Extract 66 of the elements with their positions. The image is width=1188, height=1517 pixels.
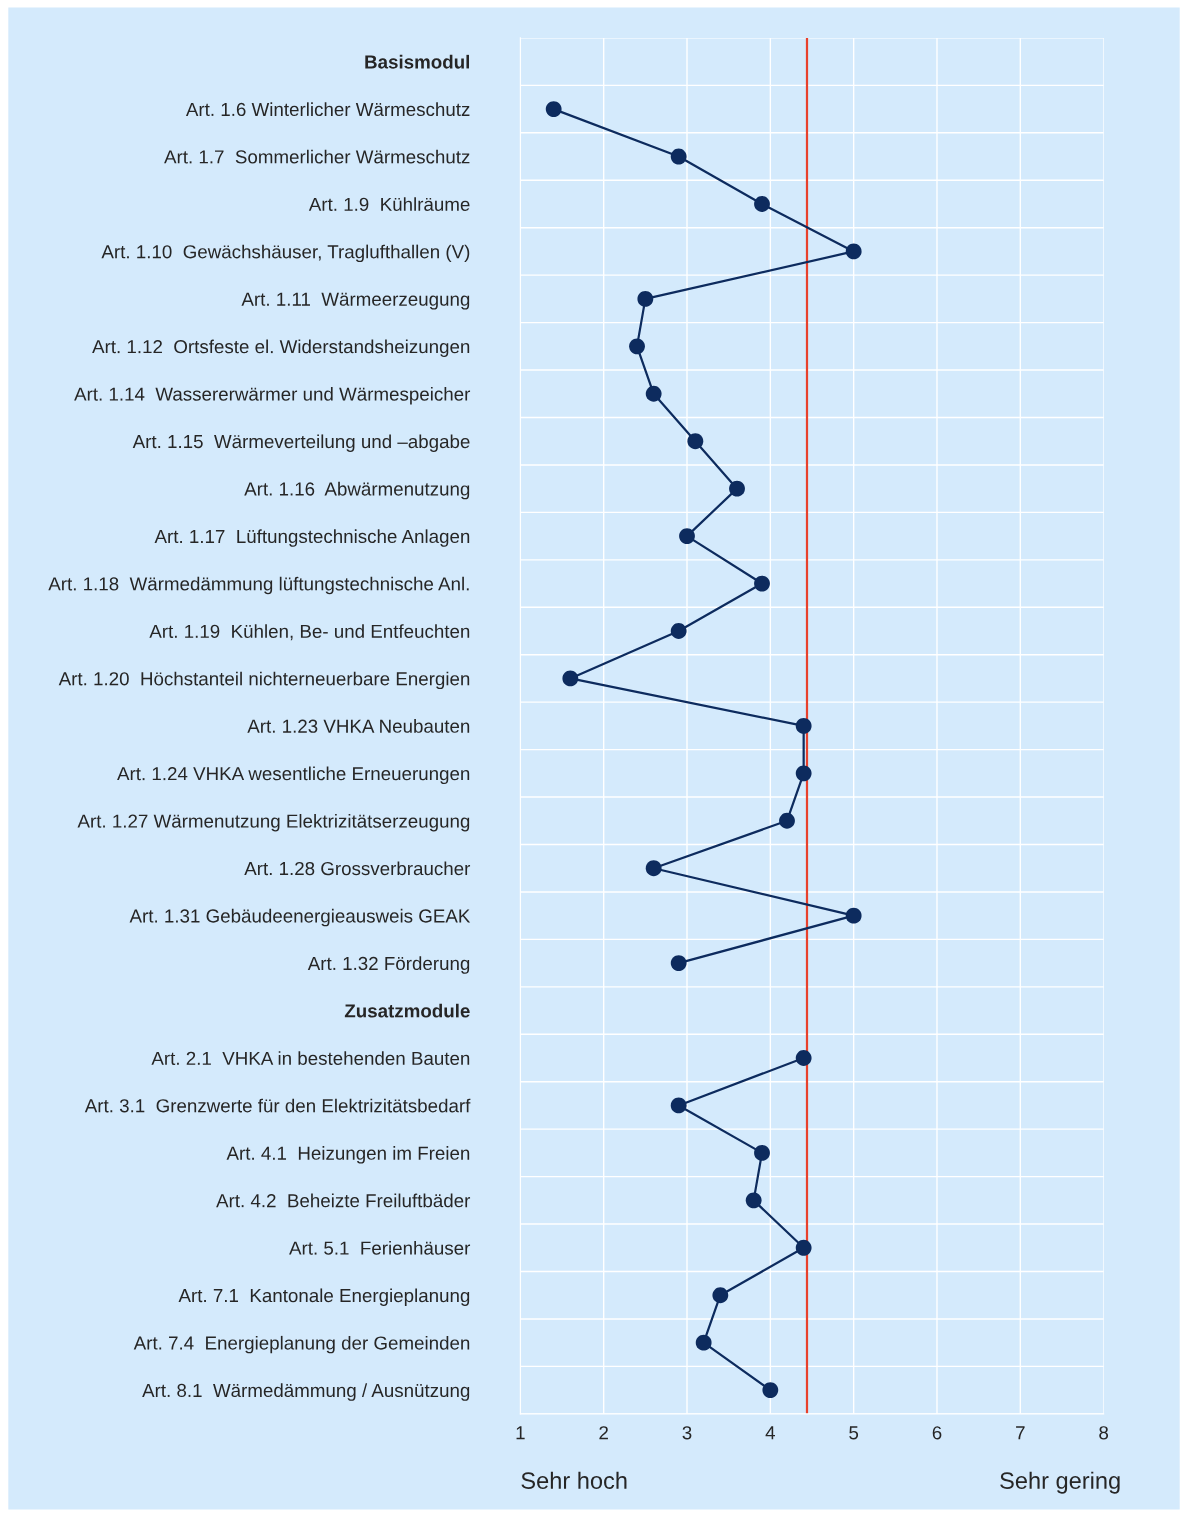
y-tick-label: Art. 1.16 Abwärmenutzung <box>244 481 470 500</box>
y-tick-label: Art. 1.6 Winterlicher Wärmeschutz <box>185 102 470 117</box>
point <box>845 907 862 924</box>
point <box>695 1334 712 1351</box>
point <box>779 812 795 829</box>
y-tick-label: Art. 2.1 VHKA in bestehenden Bauten <box>151 1051 470 1065</box>
point <box>629 338 645 355</box>
point <box>545 101 562 118</box>
y-tick-label: Art. 1.31 Gebäudeenergieausweis GEAK <box>129 908 471 927</box>
point <box>754 1144 770 1161</box>
x-tick-label: 2 <box>599 1426 608 1440</box>
y-tick-label: Art. 1.11 Wärmeerzeugung <box>241 292 470 310</box>
point <box>645 860 662 877</box>
y-tick-label: Art. 7.4 Energieplanung der Gemeinden <box>133 1335 470 1354</box>
y-tick-label: Art. 1.17 Lüftungstechnische Anlagen <box>154 529 470 547</box>
y-tick-label: Basismodul <box>365 54 470 69</box>
point <box>754 575 770 592</box>
x-tick-label: 6 <box>932 1426 942 1440</box>
y-tick-label: Art. 3.1 Grenzwerte für den Elektrizitätsbedarf <box>84 1098 471 1113</box>
y-tick-label: Art. 1.24 VHKA wesentliche Erneuerungen <box>117 766 470 785</box>
point <box>845 243 862 260</box>
y-tick-label: Art. 7.1 Kantonale Energieplanung <box>178 1288 470 1306</box>
y-tick-label: Art. 1.12 Ortsfeste el. Widerstandsheizungen <box>92 339 470 358</box>
x-tick-label: 1 <box>516 1426 525 1440</box>
y-tick-label: Art. 1.32 Förderung <box>307 956 470 974</box>
point <box>645 385 662 402</box>
y-tick-label: Art. 1.19 Kühlen, Be- und Entfeuchten <box>149 624 470 641</box>
point <box>637 290 654 307</box>
x-tick-label: 5 <box>849 1426 859 1440</box>
y-tick-label: Art. 1.14 Wassererwärmer und Wärmespeicher <box>74 386 471 405</box>
point <box>679 528 695 545</box>
y-tick-label: Art. 1.7 Sommerlicher Wärmeschutz <box>164 149 470 164</box>
y-tick-label: Art. 8.1 Wärmedämmung / Ausnützung <box>142 1383 470 1401</box>
y-tick-label: Art. 5.1 Ferienhäuser <box>289 1240 471 1255</box>
point <box>795 1050 812 1066</box>
y-tick-label: Art. 1.27 Wärmenutzung Elektrizitätserzeugung <box>77 813 470 832</box>
point <box>762 1382 779 1399</box>
x-tick-label: 4 <box>765 1426 775 1440</box>
y-tick-label: Art. 1.23 VHKA Neubauten <box>247 719 470 733</box>
y-tick-label: Art. 1.28 Grossverbraucher <box>244 861 471 876</box>
y-tick-label: Art. 4.1 Heizungen im Freien <box>226 1146 470 1164</box>
point <box>795 765 812 782</box>
y-tick-label: Art. 1.15 Wärmeverteilung und –abgabe <box>132 434 470 452</box>
y-tick-label: Art. 1.10 Gewächshäuser, Traglufthallen (V) <box>101 244 470 263</box>
y-tick-label: Art. 1.18 Wärmedämmung lüftungstechnische Anl. <box>48 576 469 595</box>
y-tick-label: Zusatzmodule <box>344 1003 470 1018</box>
point <box>754 196 770 212</box>
x-tick-label: 7 <box>1016 1426 1025 1440</box>
point <box>712 1287 729 1304</box>
text: Sehr gering <box>1000 1471 1120 1494</box>
x-tick-label: 8 <box>1099 1426 1109 1440</box>
point <box>562 670 579 687</box>
point <box>729 480 745 497</box>
point <box>670 148 687 165</box>
text: Sehr hoch <box>521 1471 627 1489</box>
point <box>745 1192 762 1209</box>
point <box>795 1239 812 1256</box>
point <box>670 955 687 972</box>
y-tick-label: Art. 1.20 Höchstanteil nichterneuerbare Energien <box>58 671 470 690</box>
point <box>687 433 704 450</box>
y-tick-label: Art. 4.2 Beheizte Freiluftbäder <box>216 1193 471 1208</box>
point <box>670 623 687 639</box>
x-tick-label: 3 <box>682 1426 692 1440</box>
point <box>670 1097 687 1114</box>
point <box>795 717 812 734</box>
y-tick-label: Art. 1.9 Kühlräume <box>308 197 470 211</box>
